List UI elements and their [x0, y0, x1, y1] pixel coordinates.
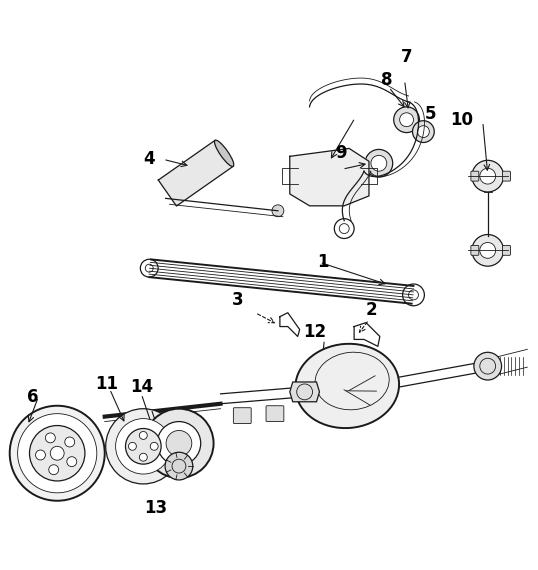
- FancyBboxPatch shape: [502, 171, 511, 181]
- Circle shape: [125, 429, 161, 464]
- Circle shape: [105, 409, 181, 484]
- Circle shape: [10, 406, 105, 501]
- Circle shape: [36, 450, 45, 460]
- Circle shape: [139, 453, 147, 461]
- Text: 9: 9: [335, 144, 347, 162]
- Polygon shape: [290, 382, 320, 402]
- Text: 1: 1: [317, 253, 328, 271]
- Text: 5: 5: [424, 105, 436, 123]
- FancyBboxPatch shape: [471, 246, 479, 255]
- Text: 11: 11: [95, 375, 118, 393]
- Text: 7: 7: [401, 48, 413, 66]
- Circle shape: [480, 242, 495, 258]
- Circle shape: [67, 457, 77, 467]
- Circle shape: [417, 125, 429, 137]
- FancyBboxPatch shape: [233, 408, 251, 424]
- Circle shape: [480, 168, 495, 184]
- Circle shape: [50, 446, 64, 460]
- FancyBboxPatch shape: [502, 246, 511, 255]
- Circle shape: [165, 452, 193, 480]
- Ellipse shape: [215, 140, 234, 166]
- Circle shape: [472, 160, 504, 192]
- FancyBboxPatch shape: [471, 171, 479, 181]
- Circle shape: [65, 437, 75, 447]
- Circle shape: [45, 433, 55, 443]
- Text: 4: 4: [144, 150, 155, 168]
- Circle shape: [371, 156, 387, 171]
- Circle shape: [139, 431, 147, 439]
- Circle shape: [166, 430, 192, 456]
- Text: 14: 14: [130, 378, 153, 396]
- Circle shape: [157, 422, 201, 465]
- Text: 6: 6: [27, 388, 38, 406]
- Circle shape: [144, 409, 214, 478]
- Circle shape: [365, 149, 393, 177]
- Circle shape: [30, 426, 85, 481]
- Text: 2: 2: [366, 301, 378, 319]
- Circle shape: [18, 414, 97, 493]
- Circle shape: [400, 113, 414, 127]
- Circle shape: [472, 234, 504, 266]
- Text: 8: 8: [381, 71, 393, 89]
- Text: 10: 10: [450, 111, 473, 129]
- Text: 13: 13: [145, 499, 168, 516]
- Circle shape: [474, 352, 501, 380]
- Polygon shape: [290, 148, 369, 206]
- Circle shape: [116, 418, 171, 474]
- Circle shape: [413, 121, 434, 142]
- Text: 12: 12: [303, 323, 326, 340]
- Circle shape: [129, 442, 137, 450]
- Circle shape: [49, 465, 59, 475]
- Circle shape: [394, 107, 420, 133]
- Circle shape: [150, 442, 158, 450]
- Circle shape: [272, 205, 284, 217]
- Ellipse shape: [295, 344, 399, 428]
- Polygon shape: [158, 140, 233, 206]
- Text: 3: 3: [231, 291, 243, 309]
- FancyBboxPatch shape: [266, 406, 284, 422]
